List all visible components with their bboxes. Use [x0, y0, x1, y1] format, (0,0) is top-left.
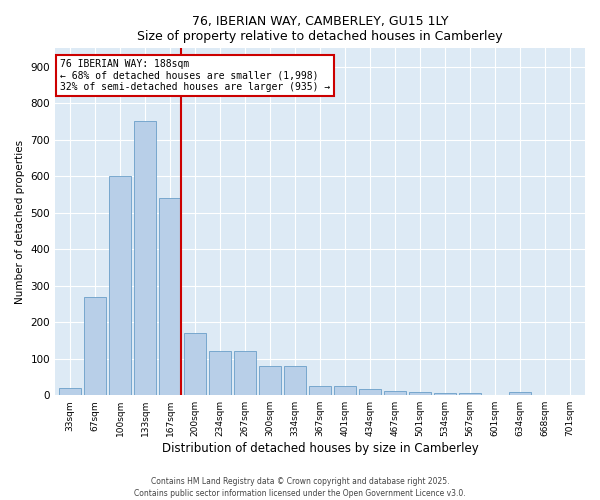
Bar [434, 394, 455, 395]
Title: 76, IBERIAN WAY, CAMBERLEY, GU15 1LY
Size of property relative to detached house: 76, IBERIAN WAY, CAMBERLEY, GU15 1LY Siz… [137, 15, 503, 43]
Bar [235, 352, 256, 395]
Bar [409, 392, 431, 395]
Bar [209, 352, 230, 395]
Bar [509, 392, 530, 395]
Bar [284, 366, 305, 395]
Bar [59, 388, 80, 395]
Bar [460, 394, 481, 395]
Bar [109, 176, 131, 395]
Bar [385, 391, 406, 395]
Text: Contains HM Land Registry data © Crown copyright and database right 2025.
Contai: Contains HM Land Registry data © Crown c… [134, 476, 466, 498]
Text: 76 IBERIAN WAY: 188sqm
← 68% of detached houses are smaller (1,998)
32% of semi-: 76 IBERIAN WAY: 188sqm ← 68% of detached… [61, 58, 331, 92]
Y-axis label: Number of detached properties: Number of detached properties [15, 140, 25, 304]
Bar [134, 122, 155, 395]
Bar [310, 386, 331, 395]
Bar [359, 388, 380, 395]
Bar [160, 198, 181, 395]
Bar [184, 333, 206, 395]
Bar [334, 386, 356, 395]
Bar [259, 366, 281, 395]
Bar [85, 296, 106, 395]
X-axis label: Distribution of detached houses by size in Camberley: Distribution of detached houses by size … [161, 442, 478, 455]
